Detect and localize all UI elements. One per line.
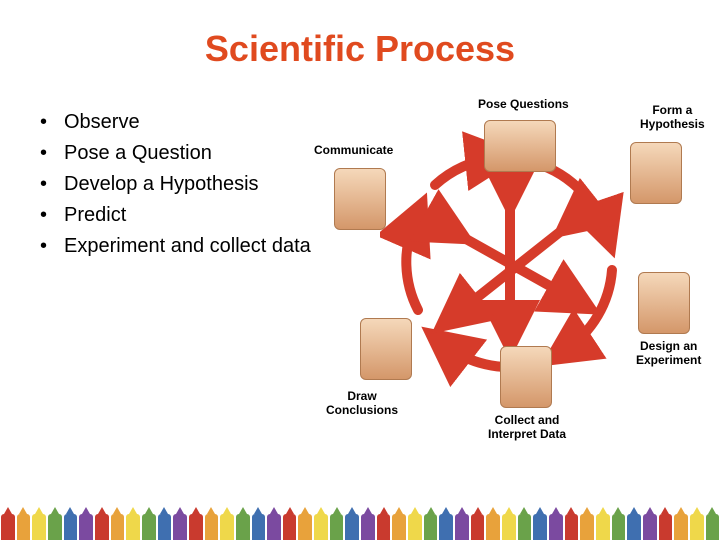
diagram-label: Draw Conclusions: [326, 390, 398, 418]
pencil: [64, 514, 78, 540]
pencil: [17, 514, 31, 540]
bullet-item: •Predict: [40, 201, 320, 230]
pencil: [643, 514, 657, 540]
pencil: [220, 514, 234, 540]
pencil: [565, 514, 579, 540]
pencil: [627, 514, 641, 540]
pencil: [32, 514, 46, 540]
pencil: [126, 514, 140, 540]
pencil: [706, 514, 720, 540]
pencil: [158, 514, 172, 540]
pencil: [111, 514, 125, 540]
pencil: [314, 514, 328, 540]
content-area: •Observe•Pose a Question•Develop a Hypot…: [0, 90, 720, 450]
diagram-label: Pose Questions: [478, 98, 569, 112]
diagram-label: Collect and Interpret Data: [488, 414, 566, 442]
bullet-item: •Observe: [40, 108, 320, 137]
pencil: [142, 514, 156, 540]
pencil: [502, 514, 516, 540]
bullet-dot: •: [40, 139, 64, 168]
bullet-dot: •: [40, 108, 64, 137]
pencil: [612, 514, 626, 540]
pencil: [424, 514, 438, 540]
diagram-node: [638, 272, 690, 334]
pencil: [596, 514, 610, 540]
bullet-dot: •: [40, 201, 64, 230]
diagram-node: [630, 142, 682, 204]
bullet-text: Pose a Question: [64, 139, 212, 168]
bullet-item: •Develop a Hypothesis: [40, 170, 320, 199]
pencil: [408, 514, 422, 540]
diagram-node: [484, 120, 556, 172]
pencil: [549, 514, 563, 540]
pencil: [471, 514, 485, 540]
pencil: [518, 514, 532, 540]
pencil: [580, 514, 594, 540]
cycle-diagram: Pose QuestionsForm a HypothesisCommunica…: [320, 90, 700, 450]
pencil: [48, 514, 62, 540]
pencil: [345, 514, 359, 540]
pencil: [377, 514, 391, 540]
pencil: [361, 514, 375, 540]
pencil: [455, 514, 469, 540]
pencil: [392, 514, 406, 540]
diagram-node: [334, 168, 386, 230]
pencil: [690, 514, 704, 540]
pencil: [79, 514, 93, 540]
diagram-label: Communicate: [314, 144, 393, 158]
pencil: [189, 514, 203, 540]
pencil: [533, 514, 547, 540]
bullet-list: •Observe•Pose a Question•Develop a Hypot…: [20, 90, 320, 450]
pencil: [236, 514, 250, 540]
pencil: [486, 514, 500, 540]
pencil: [1, 514, 15, 540]
pencil: [267, 514, 281, 540]
pencil: [674, 514, 688, 540]
pencil: [173, 514, 187, 540]
pencil: [205, 514, 219, 540]
diagram-label: Design an Experiment: [636, 340, 701, 368]
pencil: [439, 514, 453, 540]
bullet-text: Experiment and collect data: [64, 232, 311, 261]
pencil: [252, 514, 266, 540]
pencil-border: [0, 514, 720, 540]
diagram-node: [360, 318, 412, 380]
diagram-label: Form a Hypothesis: [640, 104, 705, 132]
bullet-item: •Pose a Question: [40, 139, 320, 168]
bullet-text: Predict: [64, 201, 126, 230]
bullet-item: •Experiment and collect data: [40, 232, 320, 261]
bullet-text: Develop a Hypothesis: [64, 170, 259, 199]
diagram-node: [500, 346, 552, 408]
pencil: [330, 514, 344, 540]
page-title: Scientific Process: [0, 0, 720, 90]
bullet-dot: •: [40, 232, 64, 261]
pencil: [298, 514, 312, 540]
pencil: [95, 514, 109, 540]
bullet-text: Observe: [64, 108, 140, 137]
pencil: [283, 514, 297, 540]
bullet-dot: •: [40, 170, 64, 199]
pencil: [659, 514, 673, 540]
